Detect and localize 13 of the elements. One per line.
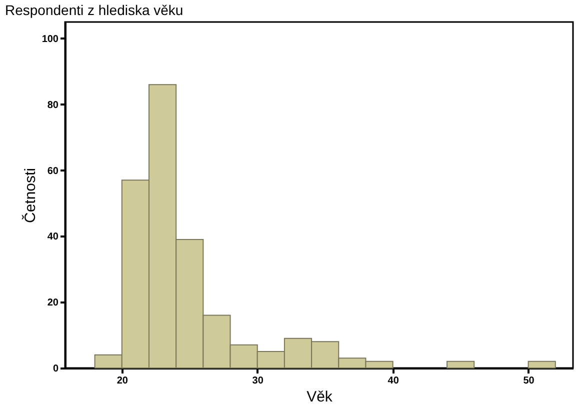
x-tick-label: 30: [252, 376, 264, 386]
x-axis-title: Věk: [306, 388, 333, 406]
y-tick-label: 100: [42, 34, 59, 45]
y-tick-label: 80: [47, 100, 59, 111]
chart-title: Respondenti z hlediska věku: [5, 2, 184, 18]
y-axis-title: Četnosti: [20, 168, 39, 224]
y-tick-label: 20: [47, 298, 59, 309]
x-tick-label: 40: [388, 376, 400, 386]
y-tick-label: 60: [47, 166, 59, 177]
x-tick-label: 20: [116, 376, 128, 386]
x-tick-label: 50: [523, 376, 535, 386]
y-tick-label: 0: [52, 364, 59, 374]
y-tick-label: 40: [47, 232, 59, 243]
